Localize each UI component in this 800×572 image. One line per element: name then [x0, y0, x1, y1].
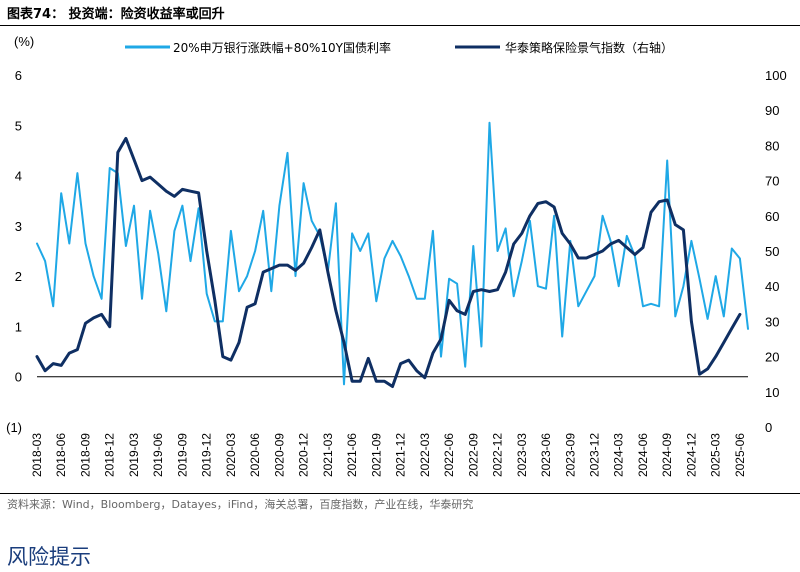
x-tick-label: 2022-12 — [491, 433, 505, 477]
legend-label-series1: 20%申万银行涨跌幅+80%10Y国债利率 — [173, 40, 391, 55]
left-tick-label: 4 — [15, 169, 22, 184]
x-tick-label: 2023-03 — [515, 433, 529, 477]
section-title: 风险提示 — [7, 545, 91, 569]
x-tick-label: 2019-09 — [175, 433, 189, 477]
x-tick-label: 2020-09 — [272, 433, 286, 477]
x-tick-label: 2021-12 — [394, 433, 408, 477]
legend: 20%申万银行涨跌幅+80%10Y国债利率 华泰策略保险景气指数（右轴） — [125, 40, 673, 55]
legend-label-series2: 华泰策略保险景气指数（右轴） — [505, 40, 673, 55]
series-line-2 — [35, 136, 742, 388]
left-tick-label: 1 — [15, 319, 22, 334]
source-note: 资料来源：Wind，Bloomberg，Datayes，iFind，海关总署，百… — [7, 498, 474, 511]
x-tick-label: 2018-06 — [54, 433, 68, 477]
x-tick-label: 2019-03 — [127, 433, 141, 477]
x-tick-label: 2020-03 — [224, 433, 238, 477]
x-tick-label: 2018-03 — [30, 433, 44, 477]
x-tick-label: 2020-06 — [248, 433, 262, 477]
top-divider — [0, 25, 800, 26]
x-tick-label: 2020-12 — [297, 433, 311, 477]
x-tick-label: 2019-06 — [151, 433, 165, 477]
x-tick-label: 2024-06 — [636, 433, 650, 477]
right-tick-label: 40 — [765, 279, 779, 294]
right-tick-label: 80 — [765, 138, 779, 153]
x-tick-label: 2022-09 — [466, 433, 480, 477]
x-tick-label: 2023-09 — [563, 433, 577, 477]
left-tick-label: (1) — [6, 420, 22, 435]
figure-title: 图表74： 投资端：险资收益率或回升 — [7, 7, 225, 22]
x-tick-label: 2018-09 — [78, 433, 92, 477]
left-tick-label: 3 — [15, 219, 22, 234]
right-tick-label: 70 — [765, 174, 779, 189]
right-tick-label: 60 — [765, 209, 779, 224]
x-tick-label: 2021-06 — [345, 433, 359, 477]
right-axis: 0 10 20 30 40 50 60 70 80 90 100 — [765, 68, 787, 435]
x-tick-label: 2021-09 — [369, 433, 383, 477]
x-tick-label: 2022-06 — [442, 433, 456, 477]
x-tick-label: 2023-06 — [539, 433, 553, 477]
x-tick-label: 2023-12 — [587, 433, 601, 477]
right-tick-label: 30 — [765, 314, 779, 329]
x-tick-label: 2019-12 — [200, 433, 214, 477]
y-left-unit: (%) — [14, 34, 34, 49]
left-tick-label: 6 — [15, 68, 22, 83]
bottom-divider — [0, 493, 800, 494]
left-tick-label: 2 — [15, 269, 22, 284]
x-tick-label: 2022-03 — [418, 433, 432, 477]
x-tick-label: 2025-03 — [709, 433, 723, 477]
x-tick-label: 2018-12 — [103, 433, 117, 477]
x-axis: 2018-03 2018-06 2018-09 2018-12 2019-03 2019-… — [30, 433, 747, 477]
right-tick-label: 100 — [765, 68, 787, 83]
left-tick-label: 5 — [15, 118, 22, 133]
x-tick-label: 2021-03 — [321, 433, 335, 477]
series-line-1 — [36, 121, 749, 386]
right-tick-label: 20 — [765, 350, 779, 365]
x-tick-label: 2024-12 — [684, 433, 698, 477]
left-tick-label: 0 — [15, 370, 22, 385]
right-tick-label: 90 — [765, 103, 779, 118]
x-tick-label: 2025-06 — [733, 433, 747, 477]
right-tick-label: 50 — [765, 244, 779, 259]
left-axis: (1) 0 1 2 3 4 5 6 — [6, 68, 22, 435]
x-tick-label: 2024-09 — [660, 433, 674, 477]
x-tick-label: 2024-03 — [612, 433, 626, 477]
right-tick-label: 10 — [765, 385, 779, 400]
right-tick-label: 0 — [765, 420, 772, 435]
